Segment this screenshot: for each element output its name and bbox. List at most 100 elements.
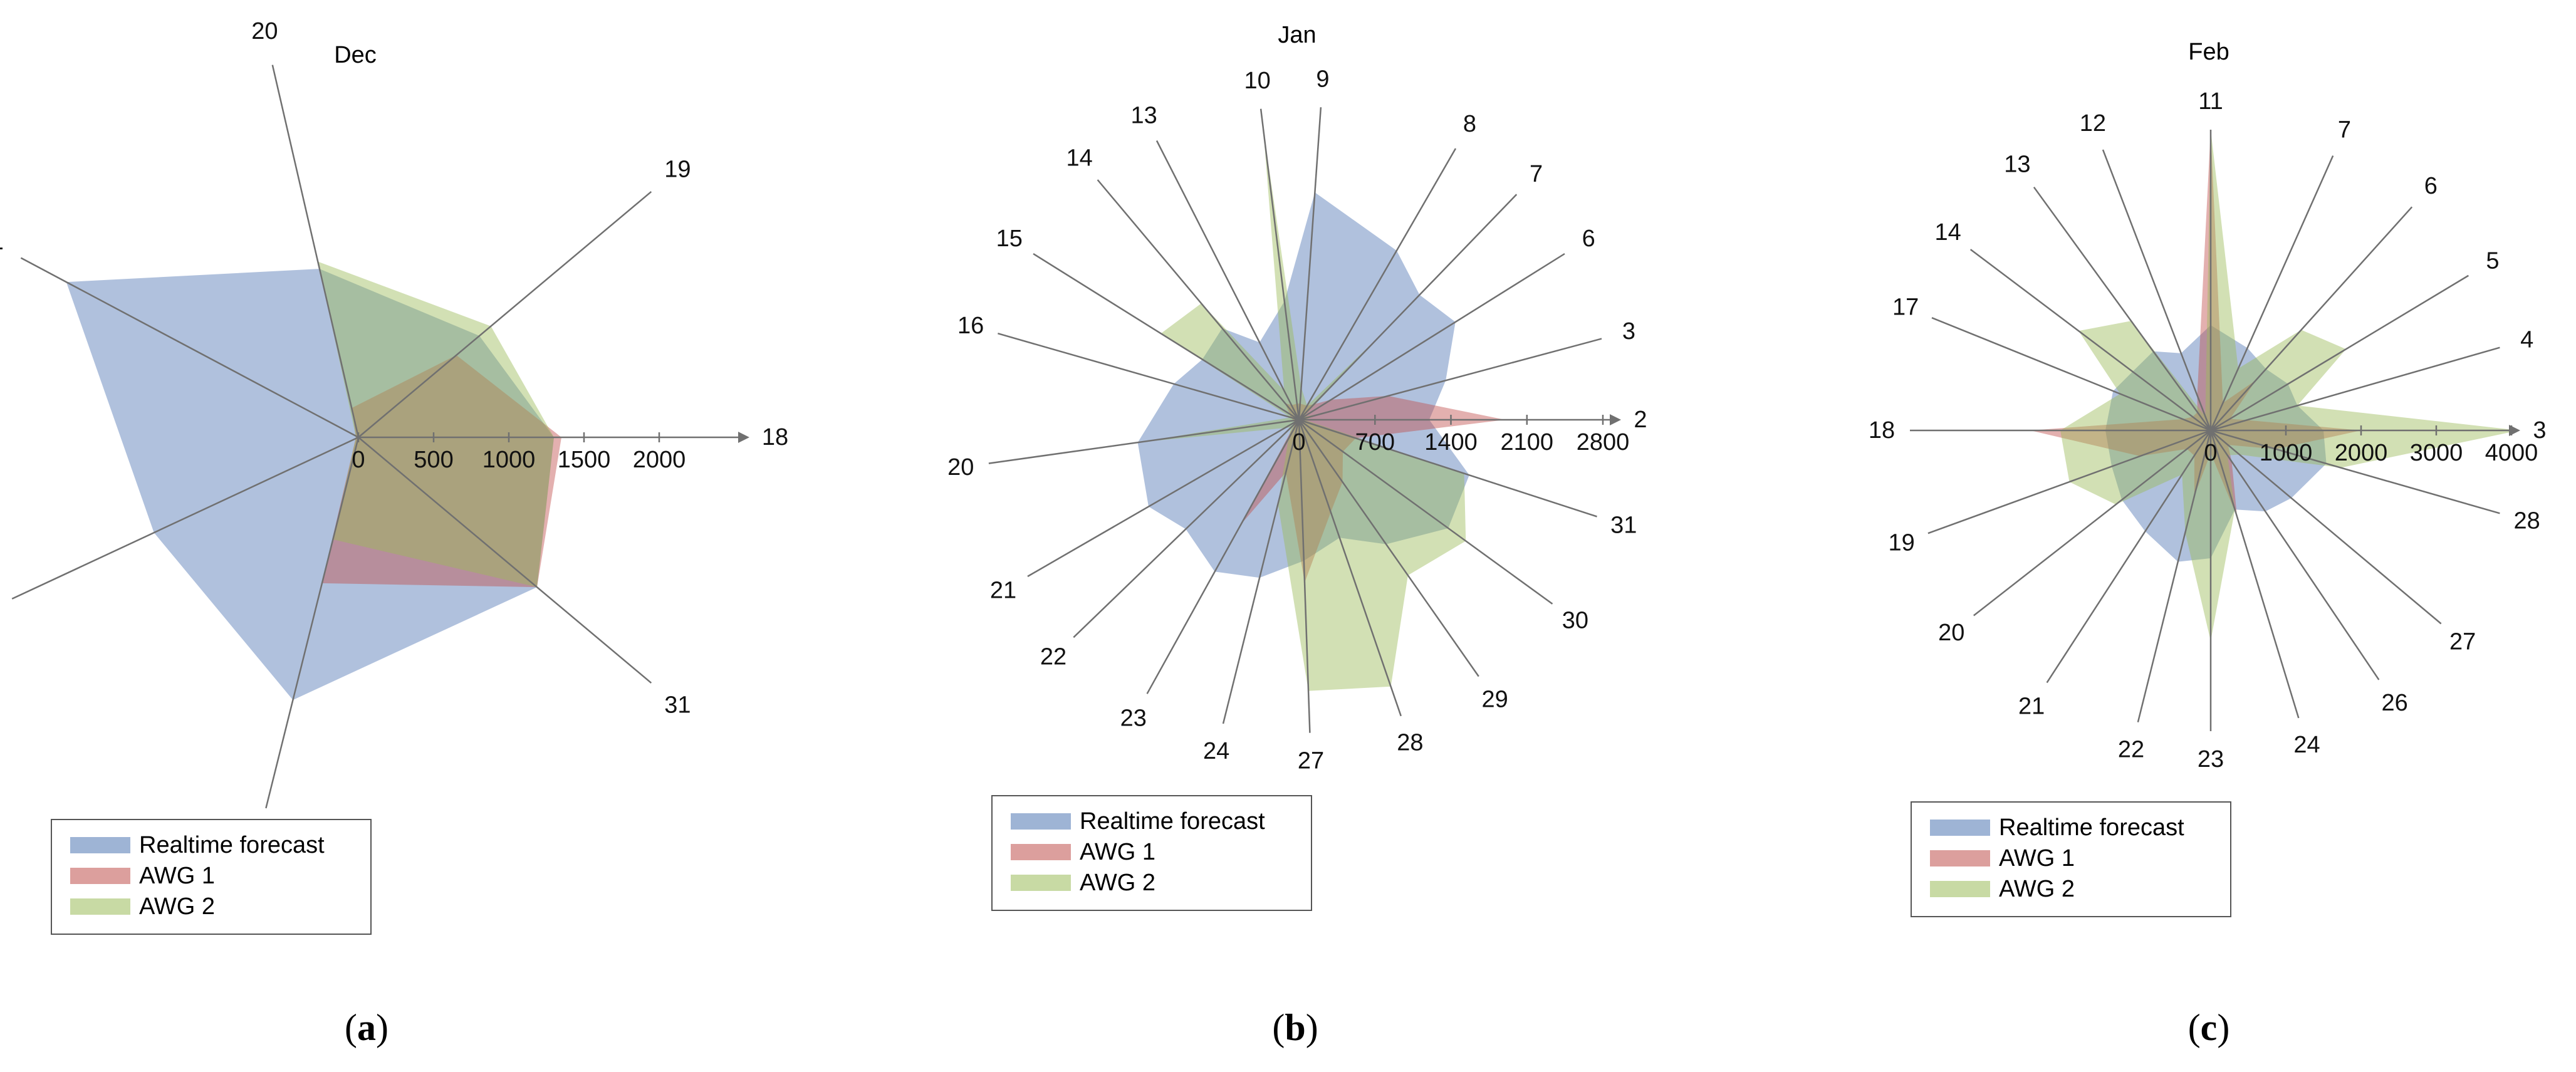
category-label-5: 5: [2486, 248, 2499, 274]
category-label-2: 2: [1634, 407, 1647, 433]
scale-tick-label: 2000: [2335, 440, 2388, 466]
category-label-23: 23: [2198, 746, 2224, 773]
axis-spoke-5: [2210, 274, 2469, 432]
scale-tick-label: 3000: [2410, 440, 2463, 466]
axis-spoke-19: [1927, 429, 2211, 534]
category-label-6: 6: [2424, 173, 2438, 199]
legend-c-swatch-realtime: [1930, 820, 1990, 836]
axis-spoke-9: [1298, 107, 1322, 420]
axis-spoke-4: [2210, 346, 2500, 432]
axis-spoke-21: [1027, 419, 1300, 578]
category-label-14: 14: [1066, 145, 1093, 172]
legend-a-swatch-realtime: [70, 837, 130, 853]
axis-spoke-30: [1298, 419, 1553, 605]
axis-spoke-8: [1298, 148, 1457, 420]
radar-a: 181920212430310500100015002000: [0, 18, 788, 855]
category-label-22: 22: [1040, 644, 1066, 670]
category-label-15: 15: [996, 226, 1023, 252]
legend-a-label-awg1: AWG 1: [139, 863, 215, 889]
category-label-30: 30: [1562, 607, 1588, 633]
axis-spoke-3: [1298, 338, 1602, 421]
axis-spoke-20: [988, 419, 1300, 464]
category-label-3: 3: [2533, 417, 2546, 444]
category-label-20: 20: [251, 18, 278, 44]
category-label-8: 8: [1463, 111, 1476, 137]
series-awg1-area: [321, 355, 561, 588]
legend-c-label-awg1: AWG 1: [1999, 845, 2075, 872]
legend-b-label-awg1: AWG 1: [1080, 839, 1155, 865]
legend-c: Realtime forecast AWG 1 AWG 2: [1911, 801, 2231, 917]
category-label-14: 14: [1935, 219, 1961, 246]
axis-spoke-22: [2137, 430, 2212, 723]
axis-spoke-28: [1298, 419, 1402, 717]
scale-tick-label: 700: [1355, 429, 1395, 455]
legend-c-swatch-awg1: [1930, 850, 1990, 866]
category-label-4: 4: [2520, 326, 2533, 353]
legend-b: Realtime forecast AWG 1 AWG 2: [991, 795, 1312, 911]
axis-spoke-21: [2046, 430, 2212, 684]
category-label-18: 18: [1869, 417, 1895, 444]
axis-spoke-14: [1969, 249, 2211, 431]
legend-c-label-awg2: AWG 2: [1999, 876, 2075, 902]
category-label-20: 20: [947, 454, 974, 481]
axis-spoke-24: [2209, 430, 2300, 719]
category-label-18: 18: [762, 424, 788, 450]
legend-a-swatch-awg1: [70, 868, 130, 884]
panel-b-label: (b): [1272, 1007, 1318, 1048]
legend-c-swatch-awg2: [1930, 881, 1990, 897]
axis-spoke-6: [2210, 206, 2413, 431]
scale-tick-label: 2000: [633, 447, 686, 473]
category-label-27: 27: [1298, 748, 1324, 774]
series-awg1-area: [2030, 130, 2361, 517]
legend-b-label-realtime: Realtime forecast: [1080, 808, 1265, 835]
axis-spoke-22: [1073, 419, 1300, 638]
axis-spoke-29: [1298, 419, 1479, 677]
category-label-21: 21: [990, 578, 1016, 604]
legend-b-swatch-awg2: [1011, 875, 1071, 891]
axis-arrowhead: [738, 432, 749, 443]
axis-spoke-16: [998, 332, 1300, 421]
axis-spoke-24: [11, 436, 359, 600]
category-label-12: 12: [2080, 110, 2106, 137]
series-awg2-area: [318, 261, 554, 588]
series-awg2-area: [1137, 128, 1466, 691]
axis-spoke-13: [2033, 186, 2212, 431]
category-label-10: 10: [1244, 68, 1270, 94]
scale-tick-label: 1000: [2260, 440, 2313, 466]
panel-a-label: (a): [345, 1007, 388, 1048]
series-awg2-area: [2060, 130, 2519, 641]
panel-a: Dec 181920212430310500100015002000 Realt…: [0, 18, 788, 1048]
category-label-20: 20: [1938, 620, 1964, 646]
category-label-9: 9: [1316, 66, 1329, 92]
panel-a-title: Dec: [334, 42, 377, 68]
scale-tick-label: 0: [2204, 440, 2217, 466]
category-label-3: 3: [1622, 318, 1635, 345]
panel-c: Feb 3 4 5 6 7 11 12 13 14 17 18 19 20 21 22 23 24 26 27 28 0…: [1869, 39, 2547, 1048]
category-label-17: 17: [1892, 294, 1919, 320]
axis-spoke-19: [358, 190, 652, 438]
series-realtime-area: [66, 269, 555, 700]
category-label-28: 28: [2514, 508, 2540, 534]
category-label-11: 11: [2198, 88, 2223, 115]
axis-spoke-7: [1298, 194, 1518, 420]
panel-b-title: Jan: [1278, 22, 1316, 48]
legend-c-label-realtime: Realtime forecast: [1999, 814, 2184, 841]
axis-spoke-21: [20, 257, 359, 439]
scale-tick-label: 0: [1292, 429, 1305, 455]
category-label-28: 28: [1397, 729, 1423, 756]
category-label-19: 19: [1889, 530, 1915, 556]
category-label-7: 7: [2338, 117, 2351, 143]
category-label-24: 24: [1203, 738, 1229, 764]
axis-spoke-7: [2209, 155, 2334, 431]
category-label-31: 31: [664, 692, 691, 719]
legend-b-swatch-awg1: [1011, 844, 1071, 860]
category-label-31: 31: [1610, 512, 1637, 538]
scale-tick-label: 1000: [482, 447, 536, 473]
scale-tick-label: 500: [414, 447, 453, 473]
axis-spoke-15: [1033, 252, 1300, 421]
category-label-6: 6: [1582, 226, 1595, 252]
series-realtime-area: [2105, 325, 2327, 562]
legend-a-swatch-awg2: [70, 898, 130, 915]
